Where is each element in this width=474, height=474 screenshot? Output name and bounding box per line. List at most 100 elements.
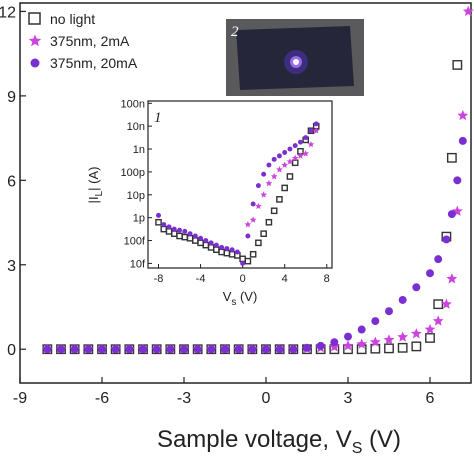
inset-y-tick-label: 10f <box>130 258 146 270</box>
main-point-star <box>342 340 354 351</box>
photo-panel-label: 2 <box>231 24 239 40</box>
main-point-circle <box>207 345 216 354</box>
inset-point-circle <box>166 224 172 230</box>
main-point-circle <box>193 345 202 354</box>
photo-light-spot <box>293 59 299 65</box>
inset-point-square <box>255 239 262 247</box>
inset-point-circle <box>261 171 267 177</box>
inset-point-star <box>307 140 315 148</box>
main-point-square <box>384 343 394 354</box>
main-point-circle <box>371 317 380 326</box>
main-point-star <box>424 323 436 335</box>
main-x-axis-label-unit: (V) <box>362 426 401 453</box>
main-point-circle <box>98 345 106 354</box>
inset-point-square <box>281 184 288 192</box>
inset-point-circle <box>224 246 230 252</box>
inset-panel-label: 1 <box>154 110 162 126</box>
inset-point-circle <box>287 146 293 152</box>
main-y-tick-label: 9 <box>7 89 16 106</box>
inset-y-axis-label-post: | (A) <box>86 167 101 191</box>
main-point-circle <box>166 345 175 354</box>
main-point-square <box>397 342 408 353</box>
inset-point-circle <box>303 135 309 141</box>
main-point-circle <box>125 345 134 354</box>
inset-axis-ticks: -8 -4 0 4 8 10f 100f 1p 10p 100p 1n 10n 100n <box>121 98 330 285</box>
main-point-circle <box>453 176 462 185</box>
inset-point-square <box>286 173 294 180</box>
legend-marker-uv-2mA <box>28 34 42 47</box>
inset-point-circle <box>276 153 282 159</box>
inset-point-circle <box>187 231 193 237</box>
legend-label-uv-20mA: 375nm, 20mA <box>50 55 138 71</box>
main-plot-frame <box>19 2 472 384</box>
legend-label-uv-2mA: 375nm, 2mA <box>50 33 130 49</box>
main-point-star <box>462 5 474 17</box>
main-x-tick-label: -6 <box>95 390 109 407</box>
inset-point-square <box>291 159 299 167</box>
main-point-circle <box>57 345 65 354</box>
main-point-circle <box>434 255 443 264</box>
main-point-circle <box>447 210 456 219</box>
main-point-square <box>411 341 422 352</box>
inset-point-circle <box>245 233 251 239</box>
main-x-axis-label: Sample voltage, VS (V) <box>157 426 401 457</box>
inset-point-square <box>307 127 315 135</box>
inset-point-circle <box>250 201 256 207</box>
main-point-circle <box>385 307 393 316</box>
inset-y-tick-label: 100n <box>121 98 145 110</box>
inset-point-circle <box>292 143 298 149</box>
main-x-tick-label: 6 <box>426 390 435 407</box>
inset-point-circle <box>282 150 288 155</box>
inset-point-circle <box>219 244 225 250</box>
inset-y-tick-label: 1p <box>133 213 145 225</box>
main-point-square <box>446 152 457 163</box>
inset-point-star <box>255 202 262 210</box>
inset-plot-frame <box>147 100 333 269</box>
main-point-circle <box>262 345 270 354</box>
main-point-circle <box>152 345 161 354</box>
main-y-tick-label: 3 <box>7 258 16 275</box>
inset-x-axis-label-sub: s <box>231 297 236 308</box>
main-point-circle <box>316 341 325 350</box>
main-point-star <box>397 331 409 342</box>
inset-point-star <box>249 216 257 223</box>
inset-point-star <box>276 166 283 173</box>
inset-point-circle <box>192 233 198 239</box>
main-point-circle <box>248 345 257 354</box>
main-point-square <box>425 333 435 343</box>
inset-x-tick-label: -8 <box>154 273 164 285</box>
inset-point-star <box>244 221 252 228</box>
inset-y-tick-label: 10p <box>127 190 145 202</box>
inset-point-star <box>302 150 310 157</box>
inset-point-square <box>265 218 273 226</box>
inset-point-circle <box>177 227 183 233</box>
inset-point-circle <box>297 139 303 145</box>
sample-photo: 2 <box>226 19 364 96</box>
inset-point-circle <box>255 183 261 189</box>
main-x-tick-label: -9 <box>13 390 27 407</box>
inset-y-axis-label: |IL| (A) <box>86 167 105 204</box>
inset-point-circle <box>198 235 204 241</box>
main-x-tick-label: 3 <box>344 390 353 407</box>
inset-x-axis-label-main: V <box>223 289 232 304</box>
inset-point-circle <box>182 228 188 234</box>
inset-x-tick-label: 4 <box>282 273 288 285</box>
inset-point-circle <box>203 238 209 244</box>
legend-marker-no-light <box>28 12 41 25</box>
main-point-star <box>410 328 422 339</box>
inset-x-tick-label: 8 <box>324 273 330 285</box>
inset-y-tick-label: 1n <box>133 144 145 156</box>
main-point-circle <box>412 283 421 292</box>
main-point-star <box>457 109 469 121</box>
main-point-circle <box>234 345 243 354</box>
inset-y-tick-label: 10n <box>127 121 145 133</box>
main-point-circle <box>303 343 311 352</box>
main-y-tick-label: 0 <box>7 342 16 359</box>
main-point-square <box>452 60 463 70</box>
main-point-star <box>356 338 368 349</box>
inset-point-star <box>312 127 320 134</box>
inset-point-square <box>276 196 283 203</box>
inset-point-circle <box>213 242 219 248</box>
